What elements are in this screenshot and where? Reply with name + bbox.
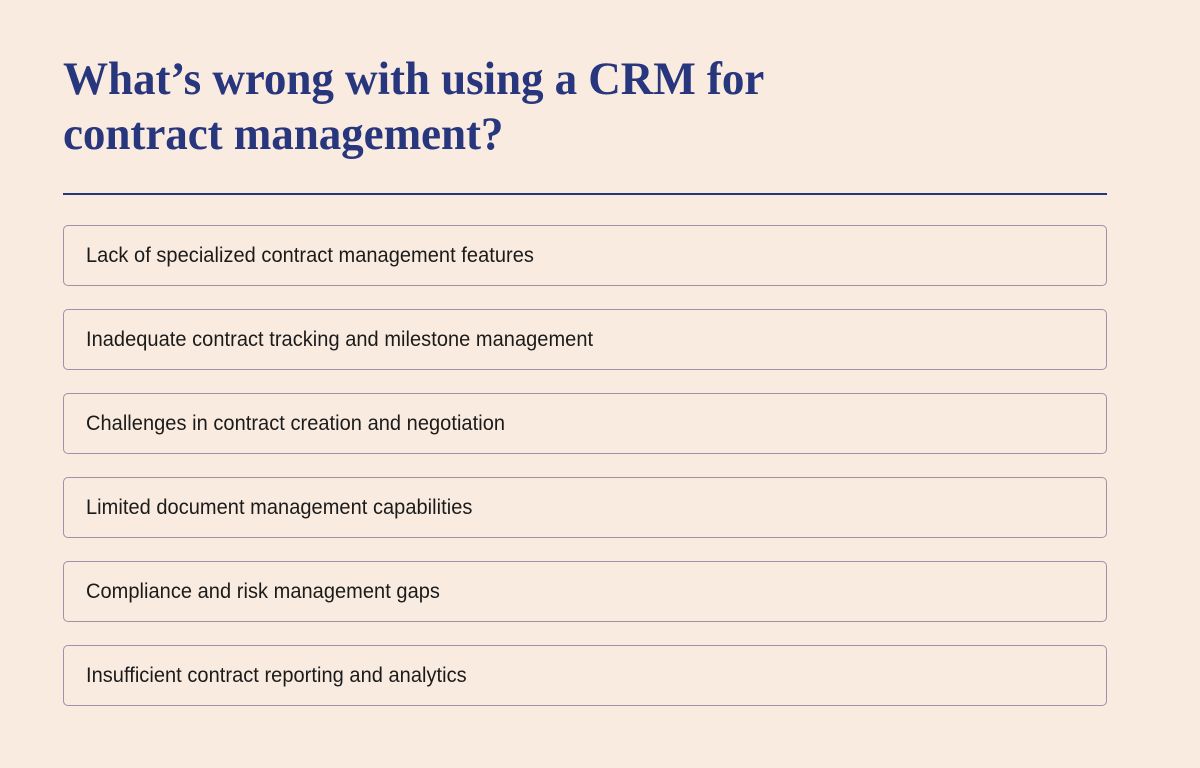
list-item-label: Compliance and risk management gaps (86, 578, 440, 603)
list-item: Limited document management capabilities (63, 476, 1107, 538)
list-item-label: Lack of specialized contract management … (86, 242, 534, 267)
list-item-label: Inadequate contract tracking and milesto… (86, 326, 594, 351)
list-item: Lack of specialized contract management … (63, 224, 1107, 286)
list-item: Challenges in contract creation and nego… (63, 392, 1107, 454)
list-item: Insufficient contract reporting and anal… (63, 644, 1107, 706)
page-title: What’s wrong with using a CRM for contra… (63, 53, 764, 161)
list-item-label: Limited document management capabilities (86, 494, 473, 519)
list-item: Inadequate contract tracking and milesto… (63, 308, 1107, 370)
issue-list: Lack of specialized contract management … (63, 224, 1107, 706)
list-item-label: Insufficient contract reporting and anal… (86, 662, 467, 687)
list-item: Compliance and risk management gaps (63, 560, 1107, 622)
title-divider (63, 192, 1107, 195)
list-item-label: Challenges in contract creation and nego… (86, 410, 506, 435)
